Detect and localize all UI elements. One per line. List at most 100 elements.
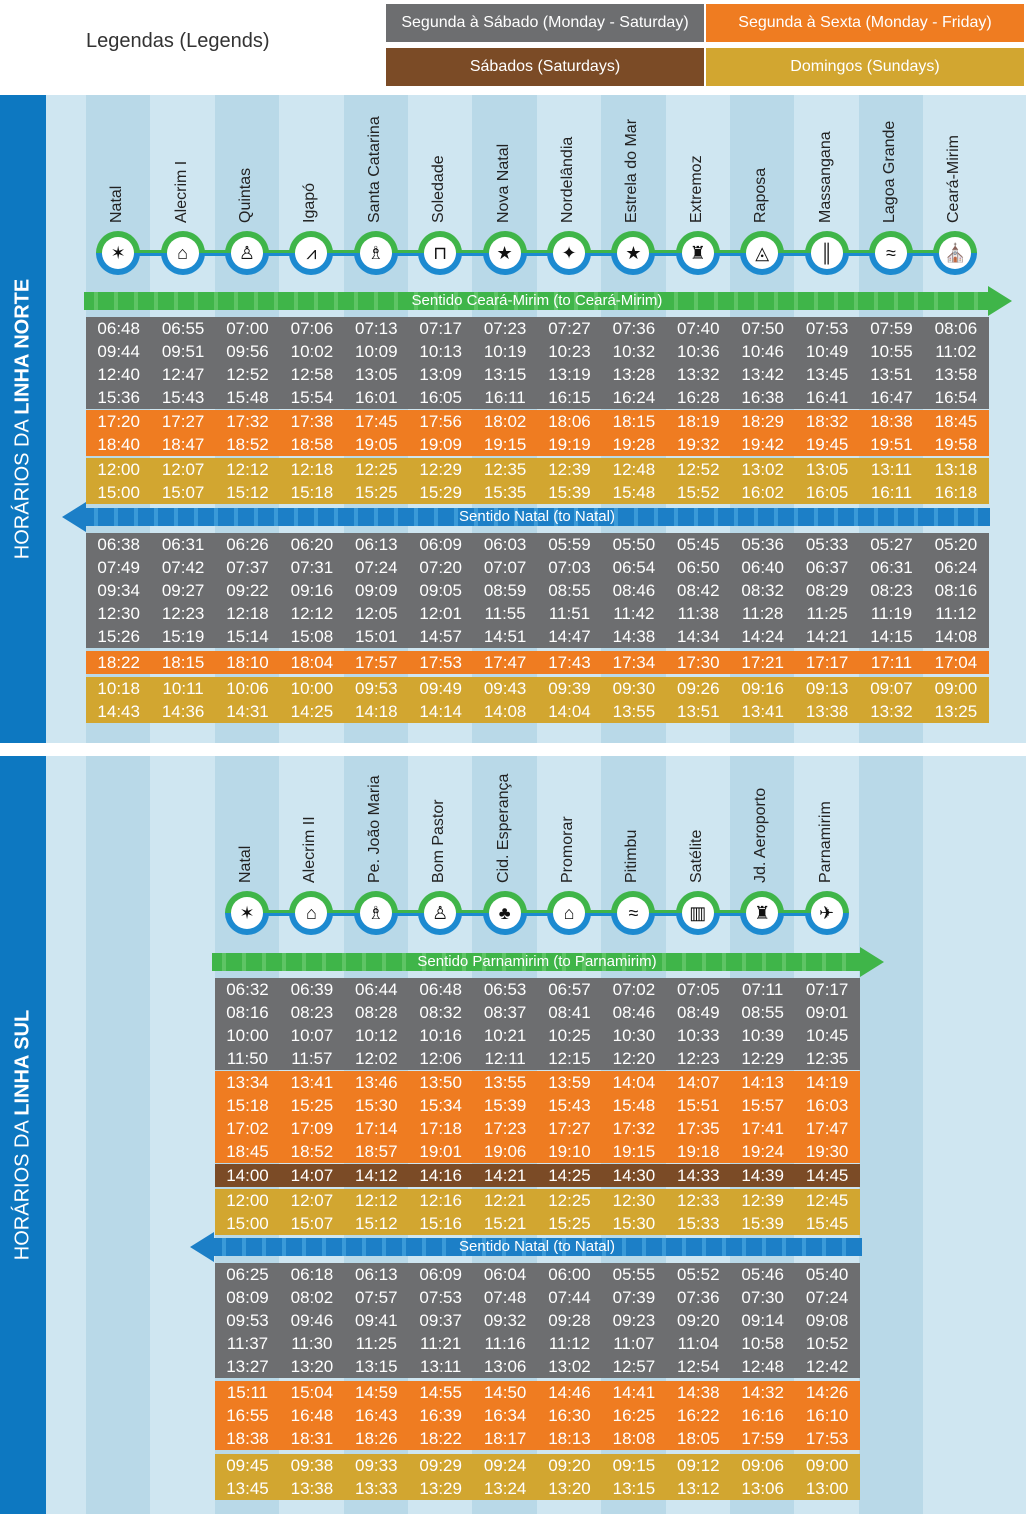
departure-time: 07:31 — [279, 556, 345, 579]
departure-time: 06:26 — [214, 533, 281, 556]
schedule-block-sun: 12:00 12:07 12:12 12:16 12:21 12:25 12:30 12:33… — [214, 1189, 860, 1235]
departure-time: 10:21 — [472, 1024, 538, 1047]
departure-time: 08:37 — [472, 1001, 538, 1024]
river-icon: ≈ — [611, 891, 656, 935]
departure-time: 06:31 — [858, 556, 925, 579]
stop-name: Ceará-Mirim — [945, 135, 963, 223]
departure-time: 19:01 — [407, 1140, 474, 1163]
departure-time: 14:25 — [536, 1164, 603, 1187]
departure-time: 09:39 — [536, 677, 603, 700]
departure-time: 07:17 — [408, 317, 474, 340]
departure-time: 14:33 — [665, 1164, 731, 1187]
departure-time: 06:09 — [408, 533, 474, 556]
saint-icon: ♗ — [353, 231, 398, 275]
schedule-row: 12:30 12:23 12:18 12:12 12:05 12:01 11:55 11:51… — [86, 602, 989, 625]
departure-time: 06:55 — [150, 317, 216, 340]
departure-time: 09:05 — [408, 579, 474, 602]
departure-time: 15:12 — [343, 1212, 409, 1235]
airplane-icon: ✈ — [804, 891, 849, 935]
departure-time: 15:04 — [279, 1381, 345, 1404]
departure-time: 05:40 — [794, 1263, 860, 1286]
stop-icon-glyph: ✈ — [810, 897, 843, 929]
departure-time: 06:32 — [214, 978, 281, 1001]
departure-time: 17:30 — [665, 651, 731, 674]
departure-time: 09:14 — [729, 1309, 796, 1332]
departure-time: 10:13 — [408, 340, 474, 363]
departure-time: 05:50 — [601, 533, 667, 556]
departure-time: 11:21 — [407, 1332, 474, 1355]
schedule-row: 18:22 18:15 18:10 18:04 17:57 17:53 17:47 17:43… — [86, 651, 989, 674]
linha-sul-section: HORÁRIOS DA LINHA SUL Natal ✶ Alecrim II ⌂ P… — [0, 756, 1026, 1514]
arrow-head — [860, 947, 884, 977]
departure-time: 08:23 — [279, 1001, 345, 1024]
departure-time: 12:23 — [150, 602, 216, 625]
departure-time: 09:49 — [408, 677, 474, 700]
departure-time: 06:04 — [472, 1263, 538, 1286]
schedule-row: 10:18 10:11 10:06 10:00 09:53 09:49 09:43 09:39… — [86, 677, 989, 700]
departure-time: 13:32 — [665, 363, 731, 386]
departure-time: 18:29 — [730, 410, 796, 433]
departure-time: 06:54 — [601, 556, 667, 579]
departure-time: 11:38 — [665, 602, 731, 625]
departure-time: 10:00 — [279, 677, 345, 700]
departure-time: 07:37 — [214, 556, 281, 579]
departure-time: 18:04 — [279, 651, 345, 674]
departure-time: 09:22 — [214, 579, 281, 602]
nativity-icon: ✶ — [96, 231, 141, 275]
departure-time: 06:00 — [536, 1263, 603, 1286]
stop-icon-glyph: ♙ — [424, 897, 457, 929]
stop-name: Estrela do Mar — [623, 118, 641, 223]
departure-time: 08:46 — [601, 579, 667, 602]
departure-time: 07:36 — [601, 317, 667, 340]
departure-time: 13:50 — [407, 1071, 474, 1094]
departure-time: 18:06 — [536, 410, 603, 433]
buildings-icon: ▥ — [675, 891, 720, 935]
departure-time: 13:05 — [794, 458, 860, 481]
departure-time: 16:05 — [794, 481, 860, 504]
schedule-row: 11:50 11:57 12:02 12:06 12:11 12:15 12:20 12:23… — [214, 1047, 860, 1070]
departure-time: 10:33 — [665, 1024, 731, 1047]
departure-time: 12:58 — [279, 363, 345, 386]
departure-time: 19:10 — [536, 1140, 603, 1163]
departure-time: 13:28 — [601, 363, 667, 386]
departure-time: 09:28 — [536, 1309, 603, 1332]
departure-time: 15:51 — [665, 1094, 731, 1117]
departure-time: 15:11 — [214, 1381, 281, 1404]
departure-time: 07:02 — [601, 978, 667, 1001]
stop-icon-glyph: ✦ — [553, 237, 585, 269]
departure-time: 13:09 — [408, 363, 474, 386]
departure-time: 13:55 — [601, 700, 667, 723]
departure-time: 11:30 — [279, 1332, 345, 1355]
departure-time: 15:54 — [279, 386, 345, 409]
stop-icon-glyph: ≈ — [875, 237, 907, 269]
departure-time: 13:29 — [407, 1477, 474, 1500]
departure-time: 10:25 — [536, 1024, 603, 1047]
departure-time: 15:18 — [279, 481, 345, 504]
departure-time: 12:11 — [472, 1047, 538, 1070]
departure-time: 14:55 — [407, 1381, 474, 1404]
palm-tree-icon: ♣ — [482, 891, 527, 935]
stop-name: Satélite — [687, 829, 705, 883]
departure-time: 13:02 — [536, 1355, 603, 1378]
departure-time: 17:21 — [730, 651, 796, 674]
departure-time: 18:13 — [536, 1427, 603, 1450]
departure-time: 15:39 — [472, 1094, 538, 1117]
legend-sundays: Domingos (Sundays) — [706, 48, 1024, 86]
departure-time: 06:03 — [472, 533, 538, 556]
departure-time: 07:44 — [536, 1286, 603, 1309]
departure-time: 16:41 — [794, 386, 860, 409]
departure-time: 16:05 — [408, 386, 474, 409]
legend-title: Legendas (Legends) — [86, 30, 270, 52]
departure-time: 17:43 — [536, 651, 603, 674]
departure-time: 15:57 — [729, 1094, 796, 1117]
departure-time: 10:02 — [279, 340, 345, 363]
departure-time: 15:45 — [794, 1212, 860, 1235]
departure-time: 07:40 — [665, 317, 731, 340]
departure-time: 12:57 — [601, 1355, 667, 1378]
departure-time: 14:21 — [472, 1164, 538, 1187]
departure-time: 05:45 — [665, 533, 731, 556]
departure-time: 14:18 — [343, 700, 409, 723]
departure-time: 18:17 — [472, 1427, 538, 1450]
departure-time: 13:00 — [794, 1477, 860, 1500]
departure-time: 07:03 — [536, 556, 603, 579]
